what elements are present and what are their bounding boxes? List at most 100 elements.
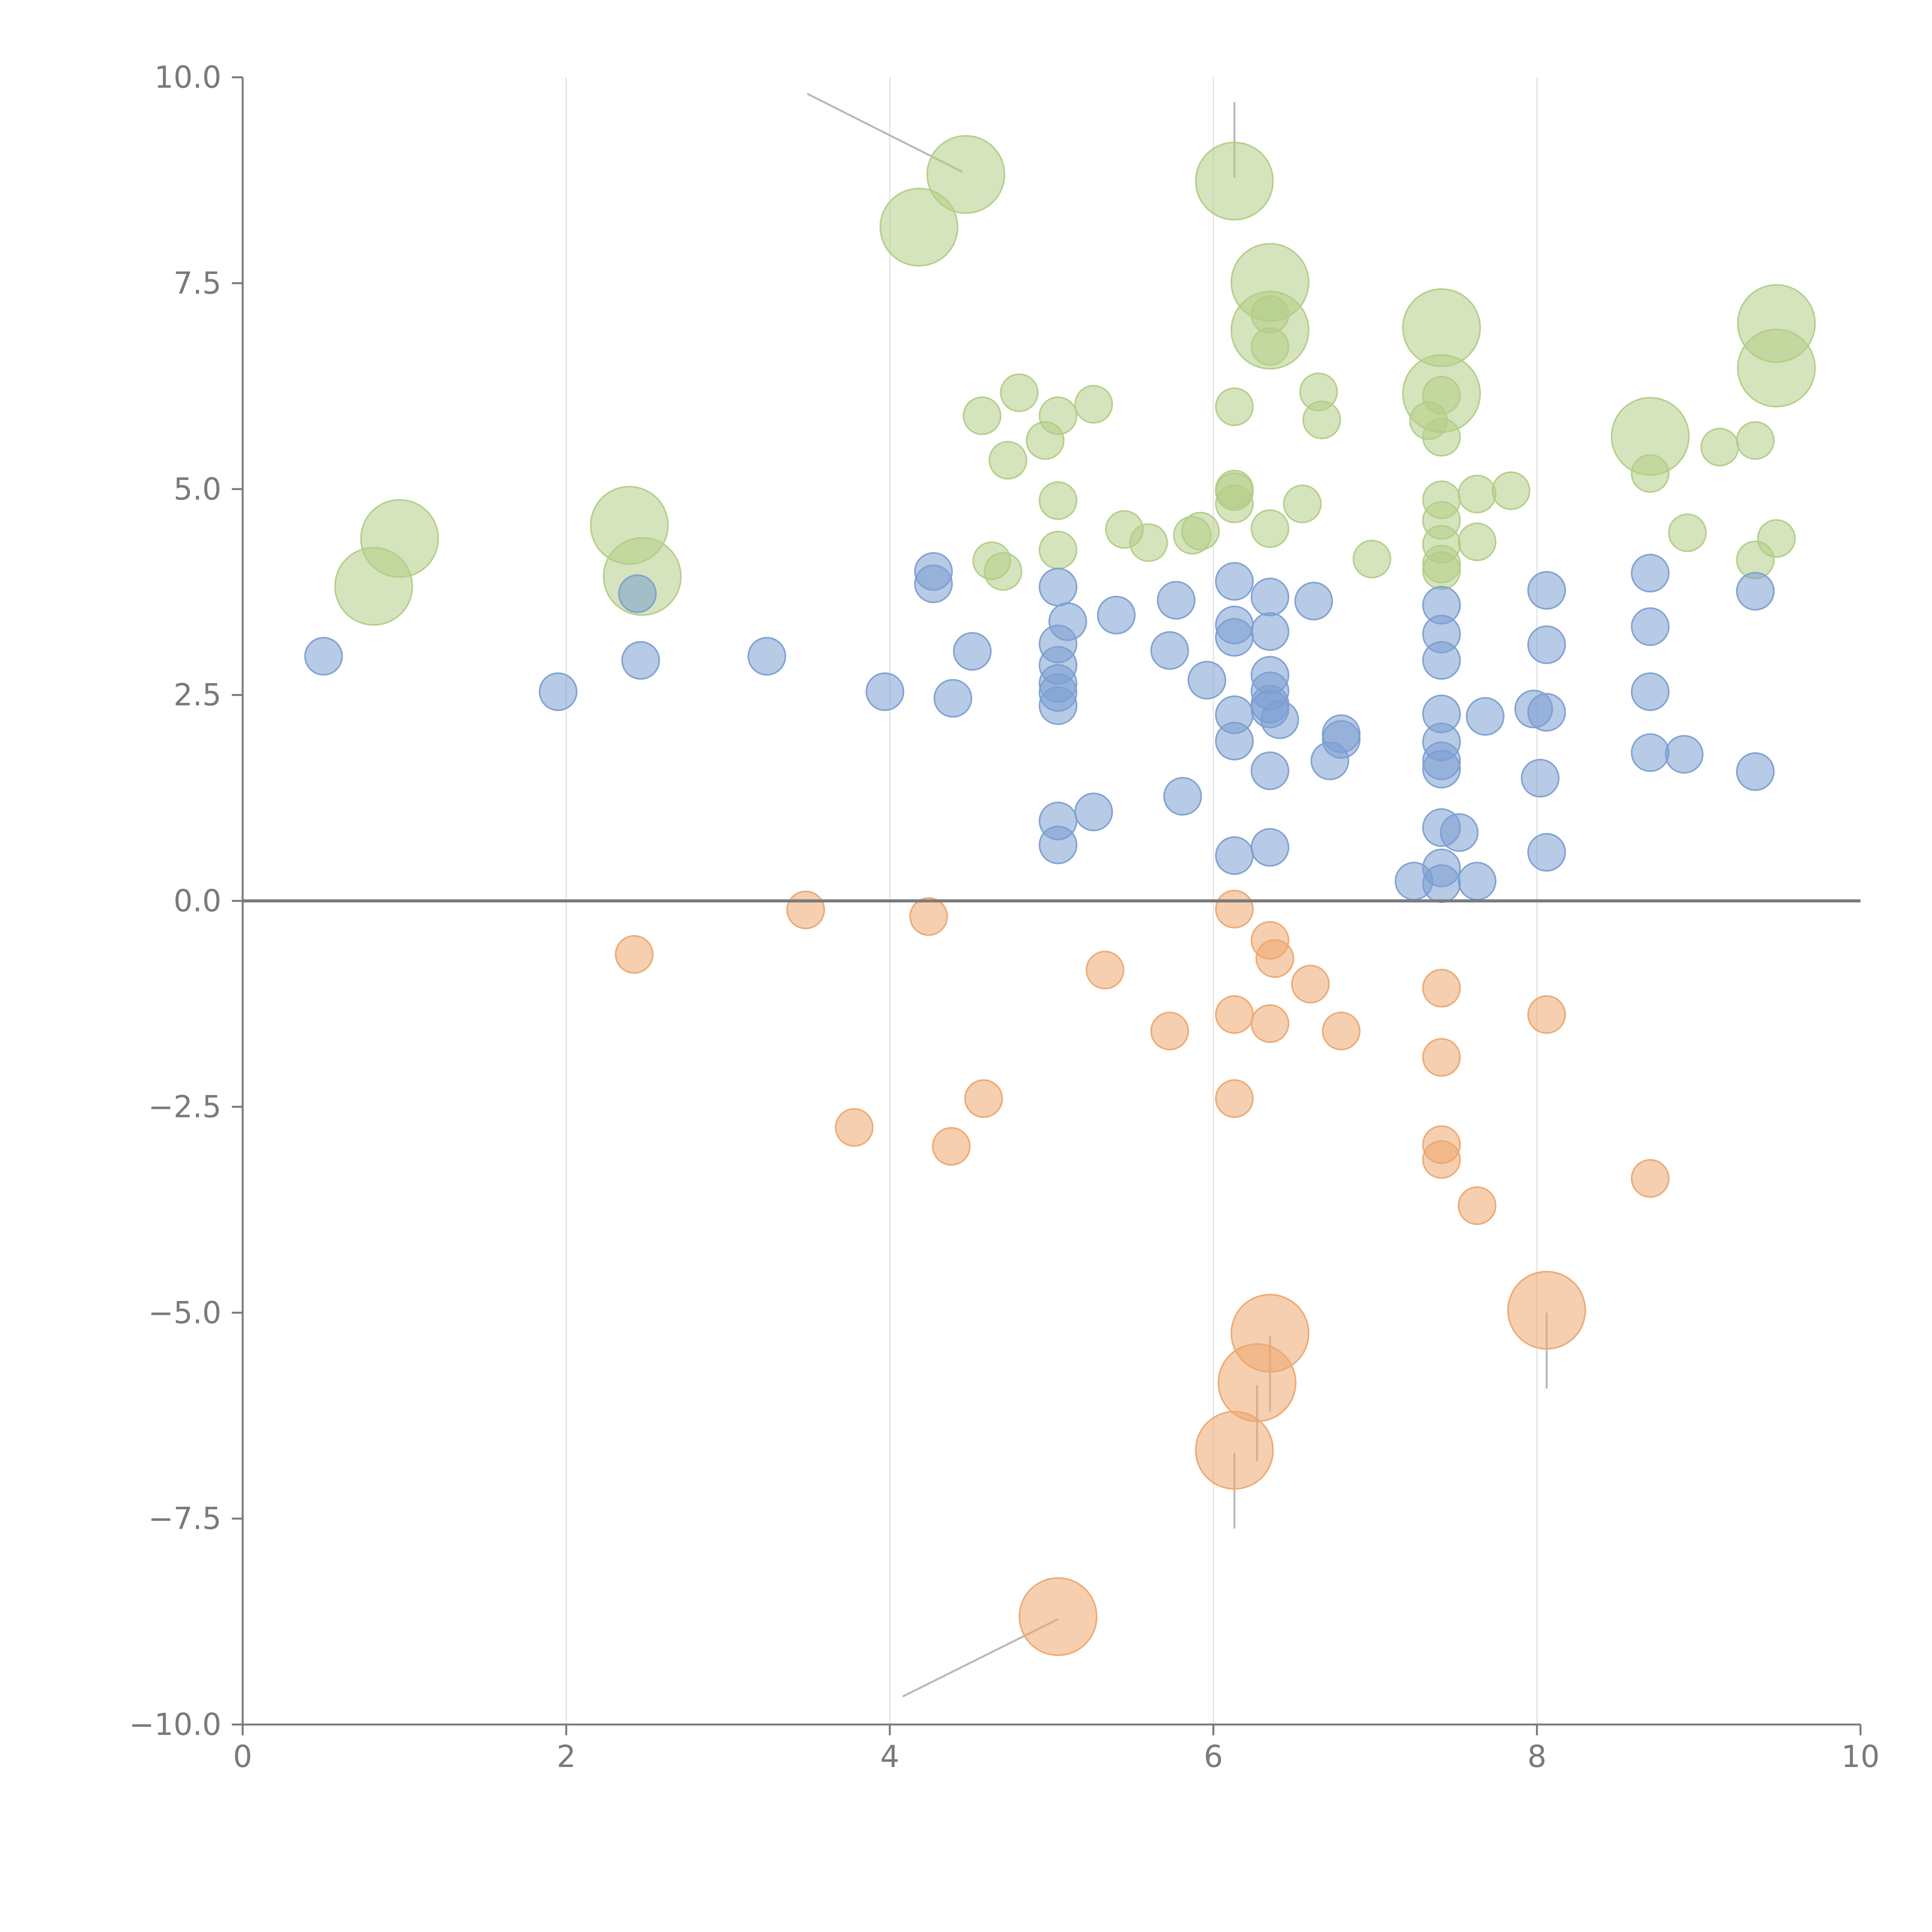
data-point-green — [1422, 551, 1461, 590]
data-point-orange — [1422, 1140, 1461, 1179]
data-point-blue — [621, 641, 660, 680]
data-point-blue — [1458, 862, 1497, 901]
data-point-green — [1250, 509, 1289, 548]
data-point-blue — [1074, 793, 1113, 832]
data-point-green — [983, 552, 1022, 591]
data-point-blue — [1156, 581, 1196, 620]
data-point-orange — [1422, 969, 1461, 1008]
data-point-green — [1757, 519, 1796, 558]
data-point-green — [1000, 373, 1039, 412]
data-point-blue — [304, 637, 343, 676]
data-point-orange — [1631, 1159, 1670, 1198]
y-tick-label: 0.0 — [173, 884, 221, 919]
data-point-green — [1250, 327, 1289, 366]
data-point-orange — [1250, 1004, 1289, 1043]
data-point-green — [1458, 474, 1497, 514]
data-point-blue — [953, 632, 992, 671]
y-tick-label: 2.5 — [173, 678, 221, 713]
data-point-orange — [1150, 1012, 1189, 1051]
data-point-blue — [1631, 672, 1670, 711]
data-point-green — [1039, 531, 1078, 570]
data-point-orange — [786, 890, 825, 929]
data-point-orange — [1215, 889, 1254, 929]
data-point-blue — [1260, 700, 1299, 739]
data-point-blue — [1527, 571, 1566, 610]
data-point-orange — [1195, 1411, 1274, 1490]
data-point-orange — [1507, 1270, 1586, 1350]
data-point-green — [1458, 522, 1497, 561]
x-tick-label: 2 — [557, 1740, 576, 1774]
data-point-blue — [1048, 602, 1087, 641]
data-point-blue — [1422, 641, 1461, 680]
x-tick-label: 8 — [1527, 1740, 1547, 1774]
data-point-blue — [1422, 750, 1461, 789]
data-point-blue — [1736, 572, 1775, 611]
data-point-blue — [1150, 631, 1189, 670]
data-point-green — [1215, 387, 1254, 426]
data-point-blue — [1215, 618, 1254, 657]
axes — [232, 76, 1862, 1735]
y-tick-label: 7.5 — [173, 266, 221, 301]
data-point-blue — [1631, 733, 1670, 772]
data-point-blue — [1187, 661, 1226, 700]
data-point-orange — [1255, 939, 1294, 978]
data-point-orange — [909, 897, 948, 936]
x-tick-label: 10 — [1841, 1740, 1879, 1774]
data-point-blue — [1250, 828, 1289, 867]
data-point-orange — [1322, 1012, 1361, 1051]
data-point-orange — [1230, 1294, 1310, 1373]
data-point-blue — [1466, 697, 1505, 736]
y-tick-label: 5.0 — [173, 472, 221, 507]
data-point-blue — [1250, 612, 1289, 651]
data-point-blue — [539, 672, 578, 711]
y-tick-label: −7.5 — [148, 1502, 221, 1536]
data-point-green — [1409, 401, 1448, 440]
data-point-green — [1302, 400, 1341, 439]
x-tick-label: 6 — [1204, 1740, 1223, 1774]
data-point-green — [1631, 454, 1670, 493]
data-point-blue — [1736, 752, 1775, 791]
data-point-green — [963, 396, 1002, 435]
data-point-green — [1074, 385, 1113, 424]
data-point-blue — [1527, 833, 1566, 872]
data-point-green — [1668, 513, 1707, 552]
data-point-green — [1026, 421, 1065, 460]
data-point-orange — [964, 1079, 1003, 1118]
data-point-blue — [1250, 578, 1289, 616]
data-point-orange — [1527, 995, 1566, 1034]
data-point-green — [1215, 472, 1254, 511]
x-tick-label: 0 — [233, 1740, 252, 1774]
data-point-blue — [1631, 554, 1670, 593]
data-point-blue — [866, 672, 905, 711]
data-point-blue — [1215, 836, 1254, 875]
data-point-green — [879, 187, 959, 267]
data-point-orange — [1085, 951, 1124, 990]
data-point-blue — [1527, 693, 1566, 732]
data-point-blue — [1631, 607, 1670, 646]
data-point-green — [1195, 141, 1274, 221]
data-point-green — [1129, 523, 1168, 562]
tick-labels: 0 2 4 6 8 10 −10.0 −7.5 −5.0 −2.5 0.0 2.5 5.0 7.5 10.0 — [129, 60, 1880, 1774]
data-point-green — [1181, 512, 1220, 551]
data-point-orange — [835, 1108, 874, 1147]
y-tick-label: −5.0 — [148, 1296, 221, 1330]
data-point-orange — [1215, 1079, 1254, 1118]
data-point-green — [1736, 421, 1775, 460]
data-point-blue — [1215, 722, 1254, 760]
data-points — [304, 135, 1816, 1656]
data-point-green — [1039, 481, 1078, 520]
data-point-blue — [1250, 751, 1289, 790]
data-point-blue — [1097, 595, 1136, 634]
y-tick-label: 10.0 — [154, 60, 221, 95]
data-point-orange — [615, 935, 654, 974]
data-point-blue — [1527, 625, 1566, 664]
data-point-green — [926, 135, 1005, 214]
data-point-blue — [1322, 720, 1361, 759]
data-point-blue — [1039, 686, 1078, 725]
data-point-green — [1737, 328, 1816, 408]
data-point-blue — [934, 679, 973, 718]
data-point-blue — [1422, 864, 1461, 903]
x-tick-label: 4 — [880, 1740, 900, 1774]
y-tick-label: −2.5 — [148, 1090, 221, 1124]
